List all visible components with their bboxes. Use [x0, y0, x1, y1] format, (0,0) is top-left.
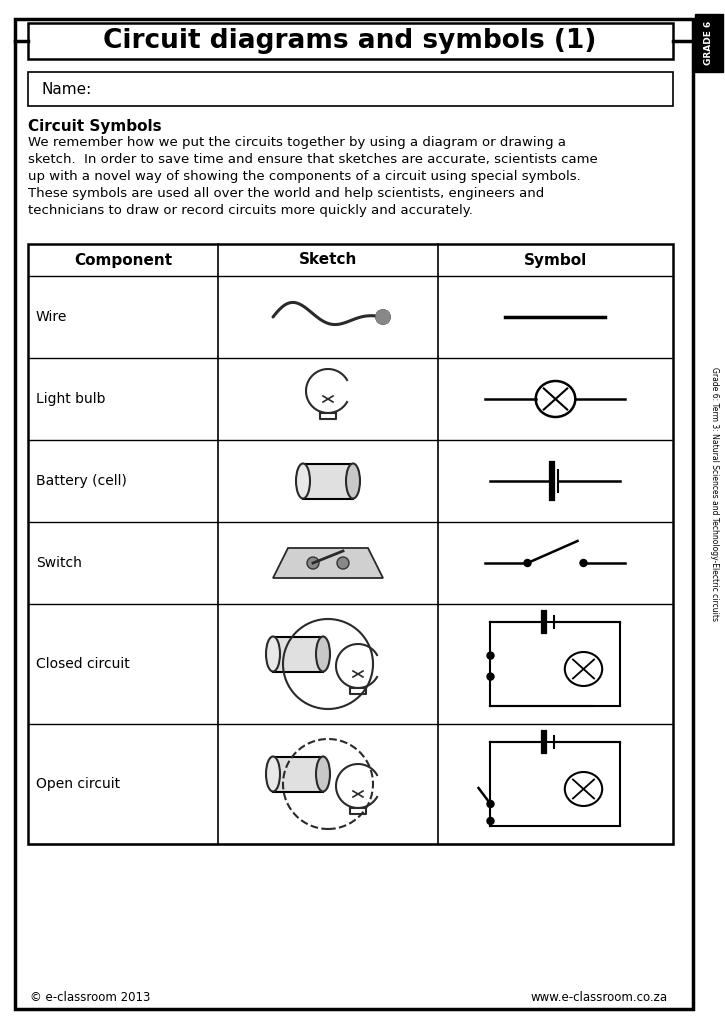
Text: sketch.  In order to save time and ensure that sketches are accurate, scientists: sketch. In order to save time and ensure… — [28, 153, 597, 166]
Circle shape — [487, 673, 494, 680]
Text: www.e-classroom.co.za: www.e-classroom.co.za — [531, 991, 668, 1004]
Circle shape — [580, 559, 587, 566]
Text: Battery (cell): Battery (cell) — [36, 474, 127, 488]
Bar — [28, 23, 673, 59]
Circle shape — [487, 817, 494, 824]
Text: Component: Component — [74, 253, 172, 267]
Bar — [28, 244, 673, 844]
Text: up with a novel way of showing the components of a circuit using special symbols: up with a novel way of showing the compo… — [28, 170, 581, 183]
Text: Closed circuit: Closed circuit — [36, 657, 130, 671]
Text: Open circuit: Open circuit — [36, 777, 120, 791]
Text: Circuit Symbols: Circuit Symbols — [28, 119, 162, 134]
Bar — [273, 757, 323, 792]
Bar — [273, 637, 323, 672]
Ellipse shape — [266, 757, 280, 792]
Text: Circuit diagrams and symbols (1): Circuit diagrams and symbols (1) — [103, 28, 597, 54]
Text: technicians to draw or record circuits more quickly and accurately.: technicians to draw or record circuits m… — [28, 204, 473, 217]
Ellipse shape — [346, 464, 360, 499]
Text: We remember how we put the circuits together by using a diagram or drawing a: We remember how we put the circuits toge… — [28, 136, 566, 150]
Bar — [695, 14, 723, 72]
Ellipse shape — [316, 757, 330, 792]
Circle shape — [307, 557, 319, 569]
Text: © e-classroom 2013: © e-classroom 2013 — [30, 991, 150, 1004]
Circle shape — [487, 652, 494, 659]
Circle shape — [524, 559, 531, 566]
Ellipse shape — [266, 637, 280, 672]
Text: Sketch: Sketch — [299, 253, 357, 267]
Text: Switch: Switch — [36, 556, 82, 570]
Bar — [28, 72, 673, 106]
Bar — [303, 464, 353, 499]
Text: Name:: Name: — [42, 82, 92, 96]
Text: These symbols are used all over the world and help scientists, engineers and: These symbols are used all over the worl… — [28, 187, 544, 200]
Polygon shape — [273, 548, 383, 578]
Text: Symbol: Symbol — [524, 253, 587, 267]
Text: Light bulb: Light bulb — [36, 392, 106, 406]
Circle shape — [376, 310, 390, 324]
Ellipse shape — [316, 637, 330, 672]
Circle shape — [337, 557, 349, 569]
Text: Grade 6: Term 3: Natural Sciences and Technology-Electric circuits: Grade 6: Term 3: Natural Sciences and Te… — [710, 367, 719, 621]
Text: GRADE 6: GRADE 6 — [705, 20, 713, 66]
Ellipse shape — [296, 464, 310, 499]
Circle shape — [487, 801, 494, 808]
Text: Wire: Wire — [36, 310, 67, 324]
